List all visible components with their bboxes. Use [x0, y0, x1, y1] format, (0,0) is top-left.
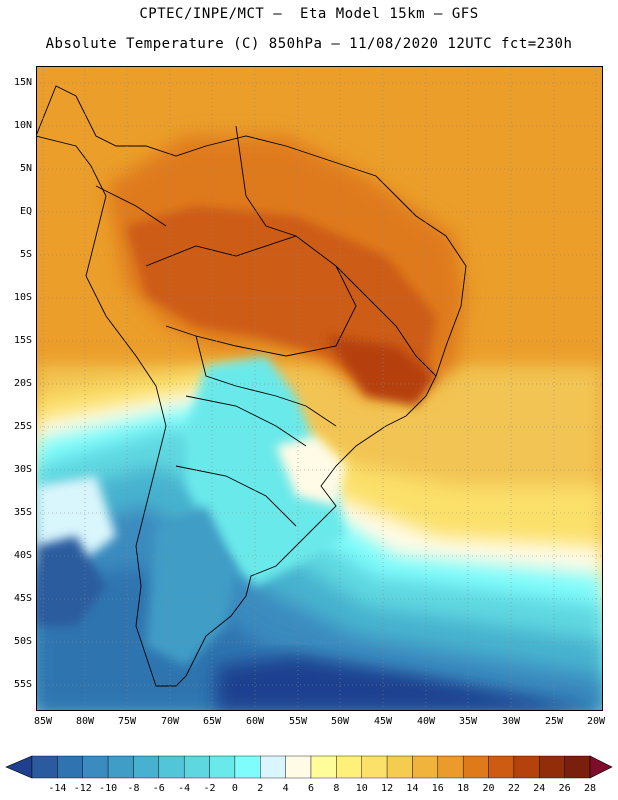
- lat-label: 40S: [13, 550, 32, 561]
- colorbar-label: 20: [482, 783, 495, 794]
- lon-label: 30W: [501, 716, 521, 727]
- colorbar-label: 8: [333, 783, 340, 794]
- colorbar-swatch: [285, 755, 312, 779]
- colorbar-label: 26: [558, 783, 571, 794]
- colorbar-label: 2: [257, 783, 264, 794]
- colorbar-swatch: [437, 755, 464, 779]
- colorbar-label: 0: [231, 783, 238, 794]
- colorbar-label: 4: [282, 783, 289, 794]
- lat-label: 20S: [13, 378, 32, 389]
- lon-label: 55W: [288, 716, 308, 727]
- lat-label: 10S: [13, 292, 32, 303]
- lat-label: 55S: [13, 679, 32, 690]
- colorbar-swatch: [234, 755, 261, 779]
- title-line-1: CPTEC/INPE/MCT – Eta Model 15km – GFS: [139, 6, 479, 22]
- colorbar-label: 12: [381, 783, 394, 794]
- lon-label: 70W: [160, 716, 180, 727]
- colorbar-swatch: [488, 755, 515, 779]
- colorbar-over-triangle: [589, 755, 613, 779]
- title-line-2: Absolute Temperature (C) 850hPa – 11/08/…: [45, 36, 573, 52]
- colorbar-swatch: [183, 755, 210, 779]
- lat-label: 5S: [19, 249, 32, 260]
- lat-label: 25S: [13, 421, 32, 432]
- lon-label: 75W: [117, 716, 137, 727]
- lon-label: 85W: [33, 716, 53, 727]
- colorbar-label: 10: [355, 783, 368, 794]
- colorbar-label: 16: [431, 783, 444, 794]
- lat-label: 15S: [13, 335, 32, 346]
- lat-label: EQ: [19, 206, 32, 217]
- lon-label: 25W: [544, 716, 564, 727]
- lon-label: 40W: [416, 716, 436, 727]
- coastline-borders: [36, 85, 467, 687]
- colorbar-swatch: [336, 755, 362, 779]
- colorbar-label: 22: [507, 783, 520, 794]
- colorbar-swatch: [412, 755, 439, 779]
- colorbar-swatch: [209, 755, 236, 779]
- colorbar-swatch: [57, 755, 83, 779]
- colorbar-label: -14: [48, 783, 67, 794]
- colorbar-label: -2: [203, 783, 216, 794]
- lon-label: 50W: [330, 716, 350, 727]
- lat-label: 5N: [19, 163, 32, 174]
- lat-label: 15N: [13, 77, 32, 88]
- lat-label: 35S: [13, 507, 32, 518]
- colorbar-swatch: [539, 755, 565, 779]
- colorbar-swatch: [361, 755, 388, 779]
- colorbar-swatch: [564, 755, 591, 779]
- colorbar-swatch: [31, 755, 58, 779]
- graticule: [36, 66, 603, 711]
- map-frame: [36, 66, 603, 711]
- colorbar-swatch: [158, 755, 185, 779]
- temperature-map: [36, 66, 603, 711]
- colorbar-label: 14: [406, 783, 419, 794]
- lon-label: 20W: [586, 716, 606, 727]
- colorbar-swatch: [462, 755, 489, 779]
- colorbar-swatch: [513, 755, 540, 779]
- colorbar-under-triangle: [5, 755, 33, 779]
- colorbar-swatch: [133, 755, 160, 779]
- lat-label: 30S: [13, 464, 32, 475]
- colorbar-label: 18: [457, 783, 470, 794]
- colorbar-label: 24: [533, 783, 546, 794]
- colorbar-label: -10: [99, 783, 118, 794]
- lon-label: 45W: [373, 716, 393, 727]
- colorbar-label: 6: [307, 783, 315, 794]
- colorbar-label: -12: [73, 783, 92, 794]
- colorbar-label: -4: [178, 783, 191, 794]
- lon-label: 80W: [75, 716, 95, 727]
- colorbar-swatch: [386, 755, 413, 779]
- lon-label: 60W: [245, 716, 265, 727]
- colorbar-label: 28: [583, 783, 597, 794]
- colorbar-swatch: [82, 755, 109, 779]
- colorbar-swatch: [107, 755, 134, 779]
- lat-label: 45S: [13, 593, 32, 604]
- colorbar-label: -8: [127, 783, 140, 794]
- lon-label: 65W: [202, 716, 222, 727]
- lat-label: 50S: [13, 636, 32, 647]
- lon-label: 35W: [458, 716, 478, 727]
- temperature-field: [36, 66, 603, 711]
- colorbar-swatch: [260, 755, 286, 779]
- colorbar-swatch: [310, 755, 337, 779]
- colorbar-label: -6: [152, 783, 165, 794]
- colorbar: [5, 755, 613, 779]
- lat-label: 10N: [13, 120, 32, 131]
